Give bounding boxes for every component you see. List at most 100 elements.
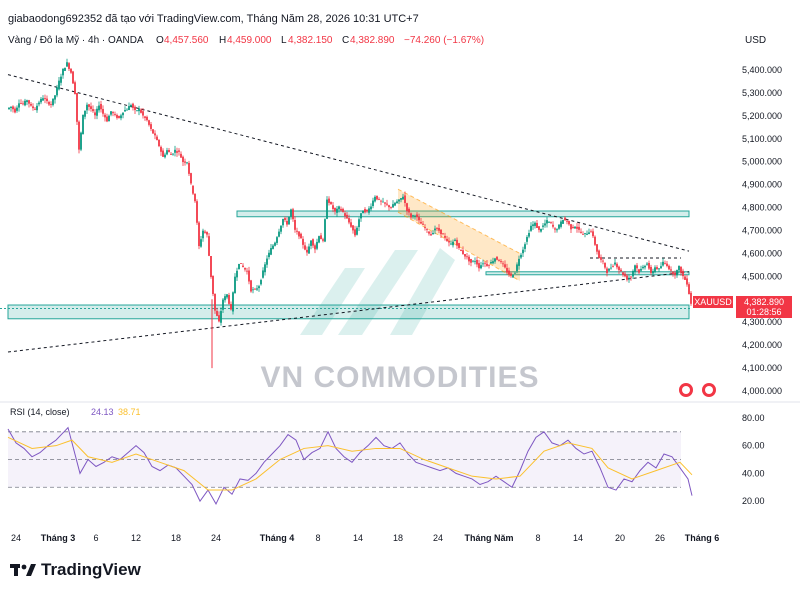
price-tag: 4,382.890	[744, 297, 784, 307]
candle-body	[634, 265, 636, 272]
candle-body	[586, 233, 588, 235]
candle-body	[590, 231, 592, 233]
candle-body	[362, 210, 364, 214]
rsi-line[interactable]	[7, 426, 693, 505]
candle-body	[212, 275, 214, 295]
candle-body	[86, 104, 88, 111]
candle-body	[632, 270, 634, 277]
candle-body	[670, 269, 672, 271]
low-label: L	[281, 35, 287, 46]
candle-body	[334, 207, 336, 212]
candle-body	[416, 214, 418, 218]
candle-body	[364, 209, 366, 213]
price-tick-label: 4,100.000	[742, 363, 782, 373]
candle-body	[538, 226, 540, 230]
candle-body	[74, 82, 76, 95]
symbol-tag-bg	[693, 296, 733, 308]
rsi-axis-ticks: 80.00 60.00 40.00 20.00	[742, 413, 765, 506]
candle-body	[256, 288, 258, 290]
candle-body	[94, 112, 96, 116]
candle-body	[210, 256, 212, 277]
candle-body	[686, 278, 688, 285]
bearish-channel[interactable]	[398, 189, 520, 281]
watermark-logo-bar-1	[300, 268, 365, 335]
candle-body	[172, 153, 174, 155]
candle-body	[594, 236, 596, 245]
candle-body	[124, 109, 126, 112]
candle-body	[490, 262, 492, 264]
candle-body	[380, 200, 382, 202]
time-tick-label: 8	[535, 533, 540, 543]
rsi-ma-line[interactable]	[7, 436, 693, 491]
candle-body	[462, 250, 464, 255]
watermark-text: VN COMMODITIES	[260, 361, 539, 394]
trendline[interactable]	[7, 74, 690, 252]
candle-body	[528, 232, 530, 237]
candle-body	[668, 265, 670, 270]
candle-body	[146, 116, 148, 121]
candle-body	[178, 150, 180, 152]
candle-body	[550, 221, 552, 223]
candle-body	[458, 243, 460, 249]
tradingview-logo-icon	[10, 564, 36, 576]
candle-body	[24, 100, 26, 106]
candle-body	[688, 284, 690, 295]
candle-body	[624, 273, 626, 277]
candle-body	[126, 109, 128, 111]
candle-body	[548, 222, 550, 223]
candle-body	[598, 250, 600, 259]
candle-body	[388, 205, 390, 208]
last-price-label[interactable]: XAUUSD 4,382.890 01:28:56	[693, 296, 792, 318]
candle-body	[444, 235, 446, 238]
candle-body	[64, 67, 66, 71]
candle-body	[152, 129, 154, 134]
candle-body	[276, 237, 278, 243]
zones-layer	[0, 210, 690, 320]
ohlc-legend: Vàng / Đô la Mỹ · 4h · OANDA O 4,457.560…	[8, 35, 484, 46]
candle-body	[660, 266, 662, 269]
candle-body	[654, 267, 656, 272]
tradingview-logo[interactable]: TradingView	[10, 560, 141, 580]
event-icons[interactable]	[679, 383, 716, 397]
candle-body	[158, 140, 160, 147]
candle-body	[232, 292, 234, 312]
countdown-tag: 01:28:56	[746, 307, 781, 317]
candle-body	[510, 273, 512, 276]
time-tick-label: 14	[573, 533, 583, 543]
candle-body	[270, 248, 272, 255]
candle-body	[250, 280, 252, 292]
candle-body	[294, 219, 296, 230]
open-value: 4,457.560	[164, 35, 209, 46]
candle-body	[318, 236, 320, 243]
candle-body	[406, 203, 408, 212]
symbol-label[interactable]: Vàng / Đô la Mỹ · 4h · OANDA	[8, 35, 144, 46]
candle-body	[622, 272, 624, 275]
candle-body	[360, 213, 362, 219]
candle-body	[544, 223, 546, 226]
close-label: C	[342, 35, 349, 46]
candle-body	[390, 207, 392, 208]
time-tick-label: Tháng 6	[685, 533, 720, 543]
trendline[interactable]	[7, 271, 690, 353]
candle-body	[374, 196, 376, 202]
candle-body	[304, 245, 306, 250]
candle-body	[466, 256, 468, 258]
candle-body	[42, 98, 44, 101]
candle-body	[540, 228, 542, 232]
candle-body	[486, 263, 488, 266]
support-resistance-zone[interactable]	[236, 210, 690, 218]
candle-body	[174, 149, 176, 153]
candle-body	[234, 276, 236, 294]
candle-body	[582, 233, 584, 235]
candle-body	[438, 228, 440, 231]
candle-body	[324, 219, 326, 242]
support-resistance-zone[interactable]	[485, 271, 690, 276]
candle-body	[348, 218, 350, 223]
candle-body	[626, 275, 628, 280]
candle-body	[554, 228, 556, 230]
candle-body	[62, 68, 64, 76]
symbol-tag: XAUUSD	[694, 297, 732, 307]
candle-body	[468, 256, 470, 262]
candle-body	[446, 238, 448, 241]
change-value: −74.260 (−1.67%)	[404, 35, 484, 46]
